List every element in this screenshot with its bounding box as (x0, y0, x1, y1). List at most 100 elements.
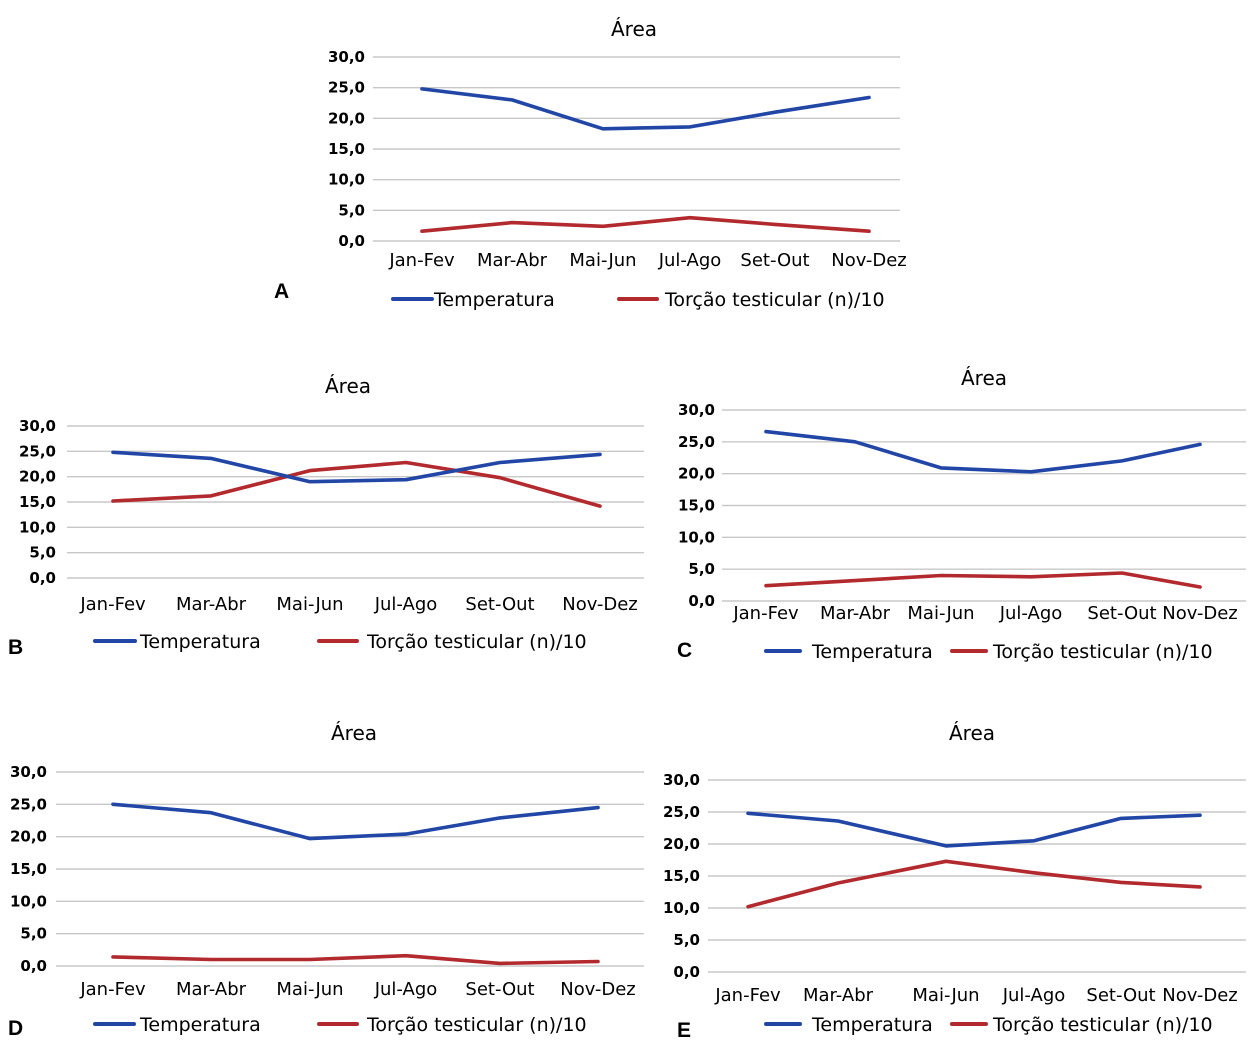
y-tick-label: 10,0 (328, 171, 365, 189)
series-line-temperatura (420, 87, 871, 131)
y-tick-label: 25,0 (328, 79, 365, 97)
x-tick-label: Jan-Fev (79, 594, 146, 615)
x-tick-label: Mar-Abr (477, 250, 548, 271)
legend-label: Temperatura (139, 1014, 261, 1036)
legend-label: Torção testicular (n)/10 (366, 1014, 587, 1036)
y-tick-label: 20,0 (10, 828, 47, 846)
y-tick-label: 10,0 (678, 528, 715, 546)
x-tick-label: Jan-Fev (732, 603, 799, 624)
series-line-torcao (111, 953, 600, 966)
x-tick-label: Jul-Ago (658, 250, 722, 271)
legend-label: Temperatura (811, 1014, 933, 1036)
series-line-torcao (111, 460, 602, 508)
y-tick-label: 30,0 (663, 771, 700, 789)
legend-label: Temperatura (811, 641, 933, 663)
y-tick-label: 5,0 (673, 931, 700, 949)
x-tick-label: Mar-Abr (176, 594, 247, 615)
panel-label: E (677, 1019, 691, 1042)
y-tick-label: 0,0 (688, 592, 715, 610)
y-tick-label: 5,0 (338, 201, 365, 219)
series-line-torcao (764, 571, 1202, 589)
x-tick-label: Set-Out (465, 594, 534, 615)
y-tick-label: 25,0 (678, 433, 715, 451)
x-tick-label: Mai-Jun (276, 979, 343, 1000)
y-tick-label: 15,0 (678, 497, 715, 515)
x-tick-label: Set-Out (1086, 985, 1155, 1006)
legend-label: Torção testicular (n)/10 (366, 631, 587, 653)
x-tick-label: Mar-Abr (176, 979, 247, 1000)
x-tick-label: Nov-Dez (1162, 985, 1238, 1006)
x-tick-label: Jul-Ago (374, 979, 438, 1000)
x-tick-label: Mar-Abr (820, 603, 891, 624)
series-line-temperatura (746, 811, 1202, 848)
y-tick-label: 5,0 (29, 544, 56, 562)
x-tick-label: Nov-Dez (1162, 603, 1238, 624)
y-tick-label: 15,0 (10, 860, 47, 878)
x-tick-label: Mar-Abr (803, 985, 874, 1006)
series-line-temperatura (764, 429, 1202, 474)
y-tick-label: 10,0 (663, 899, 700, 917)
x-tick-label: Jan-Fev (714, 985, 781, 1006)
legend-label: Temperatura (139, 631, 261, 653)
chart-panel-a: Área 30,0 25,0 20,0 15,0 10,0 5,0 0,0 Jan-Fev Mar… (274, 17, 907, 311)
series-line-temperatura (111, 450, 602, 484)
y-tick-label: 30,0 (19, 417, 56, 435)
legend-label: Temperatura (433, 289, 555, 311)
series-line-temperatura (111, 802, 600, 841)
y-tick-label: 0,0 (338, 232, 365, 250)
y-tick-label: 30,0 (678, 401, 715, 419)
x-tick-label: Jul-Ago (374, 594, 438, 615)
y-tick-label: 0,0 (29, 569, 56, 587)
chart-panel-b: Área 30,0 25,0 20,0 15,0 10,0 5,0 0,0 Jan-Fev Mar… (8, 374, 644, 659)
y-tick-label: 30,0 (328, 48, 365, 66)
y-tick-label: 20,0 (663, 835, 700, 853)
chart-panel-c: Área 30,0 25,0 20,0 15,0 10,0 5,0 0,0 Jan-Fev Mar… (677, 366, 1246, 663)
chart-title: Área (949, 721, 995, 745)
y-tick-label: 0,0 (673, 963, 700, 981)
panel-label: C (677, 639, 692, 662)
y-tick-label: 0,0 (20, 957, 47, 975)
series-line-torcao (420, 215, 871, 233)
x-tick-label: Mai-Jun (569, 250, 636, 271)
x-tick-label: Set-Out (1087, 603, 1156, 624)
legend-label: Torção testicular (n)/10 (992, 1014, 1213, 1036)
x-tick-label: Jan-Fev (79, 979, 146, 1000)
x-tick-label: Mai-Jun (276, 594, 343, 615)
x-tick-label: Set-Out (740, 250, 809, 271)
y-tick-label: 15,0 (328, 140, 365, 158)
y-tick-label: 25,0 (663, 803, 700, 821)
chart-panel-e: Área 30,0 25,0 20,0 15,0 10,0 5,0 0,0 Jan-Fev Mar… (663, 721, 1246, 1042)
chart-title: Área (961, 366, 1007, 390)
chart-title: Área (611, 17, 657, 41)
y-tick-label: 20,0 (19, 468, 56, 486)
y-tick-label: 30,0 (10, 763, 47, 781)
y-tick-label: 5,0 (20, 925, 47, 943)
chart-panel-d: Área 30,0 25,0 20,0 15,0 10,0 5,0 0,0 Jan-Fev Mar… (8, 721, 644, 1040)
panel-label: B (8, 636, 23, 659)
legend-label: Torção testicular (n)/10 (664, 289, 885, 311)
y-tick-label: 20,0 (328, 109, 365, 127)
x-tick-label: Nov-Dez (562, 594, 638, 615)
legend-label: Torção testicular (n)/10 (992, 641, 1213, 663)
y-tick-label: 25,0 (10, 795, 47, 813)
series-line-torcao (746, 859, 1202, 909)
x-tick-label: Nov-Dez (560, 979, 636, 1000)
y-tick-label: 20,0 (678, 465, 715, 483)
y-tick-label: 25,0 (19, 442, 56, 460)
x-tick-label: Nov-Dez (831, 250, 907, 271)
y-tick-label: 10,0 (19, 518, 56, 536)
x-tick-label: Jul-Ago (999, 603, 1063, 624)
x-tick-label: Jul-Ago (1002, 985, 1066, 1006)
y-tick-label: 15,0 (19, 493, 56, 511)
y-tick-label: 15,0 (663, 867, 700, 885)
panel-label: A (274, 280, 289, 303)
x-tick-label: Mai-Jun (912, 985, 979, 1006)
x-tick-label: Set-Out (465, 979, 534, 1000)
y-tick-label: 5,0 (688, 560, 715, 578)
x-tick-label: Jan-Fev (388, 250, 455, 271)
x-tick-label: Mai-Jun (907, 603, 974, 624)
chart-title: Área (325, 374, 371, 398)
chart-title: Área (331, 721, 377, 745)
y-tick-label: 10,0 (10, 892, 47, 910)
panel-label: D (8, 1017, 23, 1040)
